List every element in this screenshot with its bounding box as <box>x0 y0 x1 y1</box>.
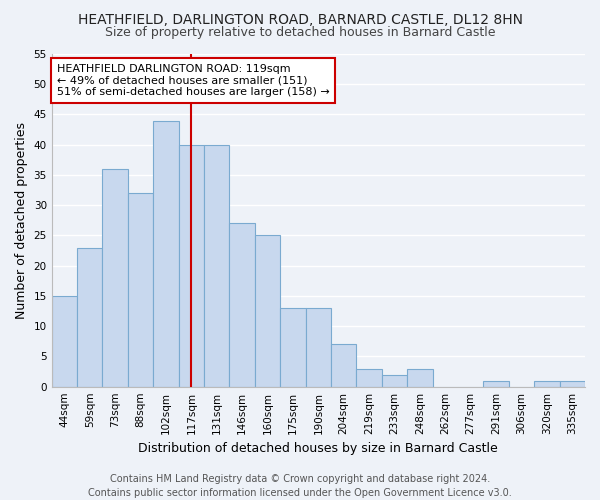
Bar <box>331 344 356 387</box>
Bar <box>382 374 407 386</box>
Bar <box>179 144 204 386</box>
Bar <box>229 224 255 386</box>
Bar <box>484 380 509 386</box>
Bar <box>534 380 560 386</box>
Bar <box>407 368 433 386</box>
Text: Size of property relative to detached houses in Barnard Castle: Size of property relative to detached ho… <box>105 26 495 39</box>
Y-axis label: Number of detached properties: Number of detached properties <box>15 122 28 319</box>
Bar <box>255 236 280 386</box>
Text: HEATHFIELD, DARLINGTON ROAD, BARNARD CASTLE, DL12 8HN: HEATHFIELD, DARLINGTON ROAD, BARNARD CAS… <box>77 12 523 26</box>
Text: HEATHFIELD DARLINGTON ROAD: 119sqm
← 49% of detached houses are smaller (151)
51: HEATHFIELD DARLINGTON ROAD: 119sqm ← 49%… <box>57 64 330 97</box>
Bar <box>204 144 229 386</box>
Bar <box>280 308 305 386</box>
Bar <box>128 193 153 386</box>
Bar <box>153 120 179 386</box>
X-axis label: Distribution of detached houses by size in Barnard Castle: Distribution of detached houses by size … <box>139 442 498 455</box>
Bar <box>52 296 77 386</box>
Bar <box>560 380 585 386</box>
Text: Contains HM Land Registry data © Crown copyright and database right 2024.
Contai: Contains HM Land Registry data © Crown c… <box>88 474 512 498</box>
Bar <box>77 248 103 386</box>
Bar <box>305 308 331 386</box>
Bar <box>356 368 382 386</box>
Bar <box>103 169 128 386</box>
